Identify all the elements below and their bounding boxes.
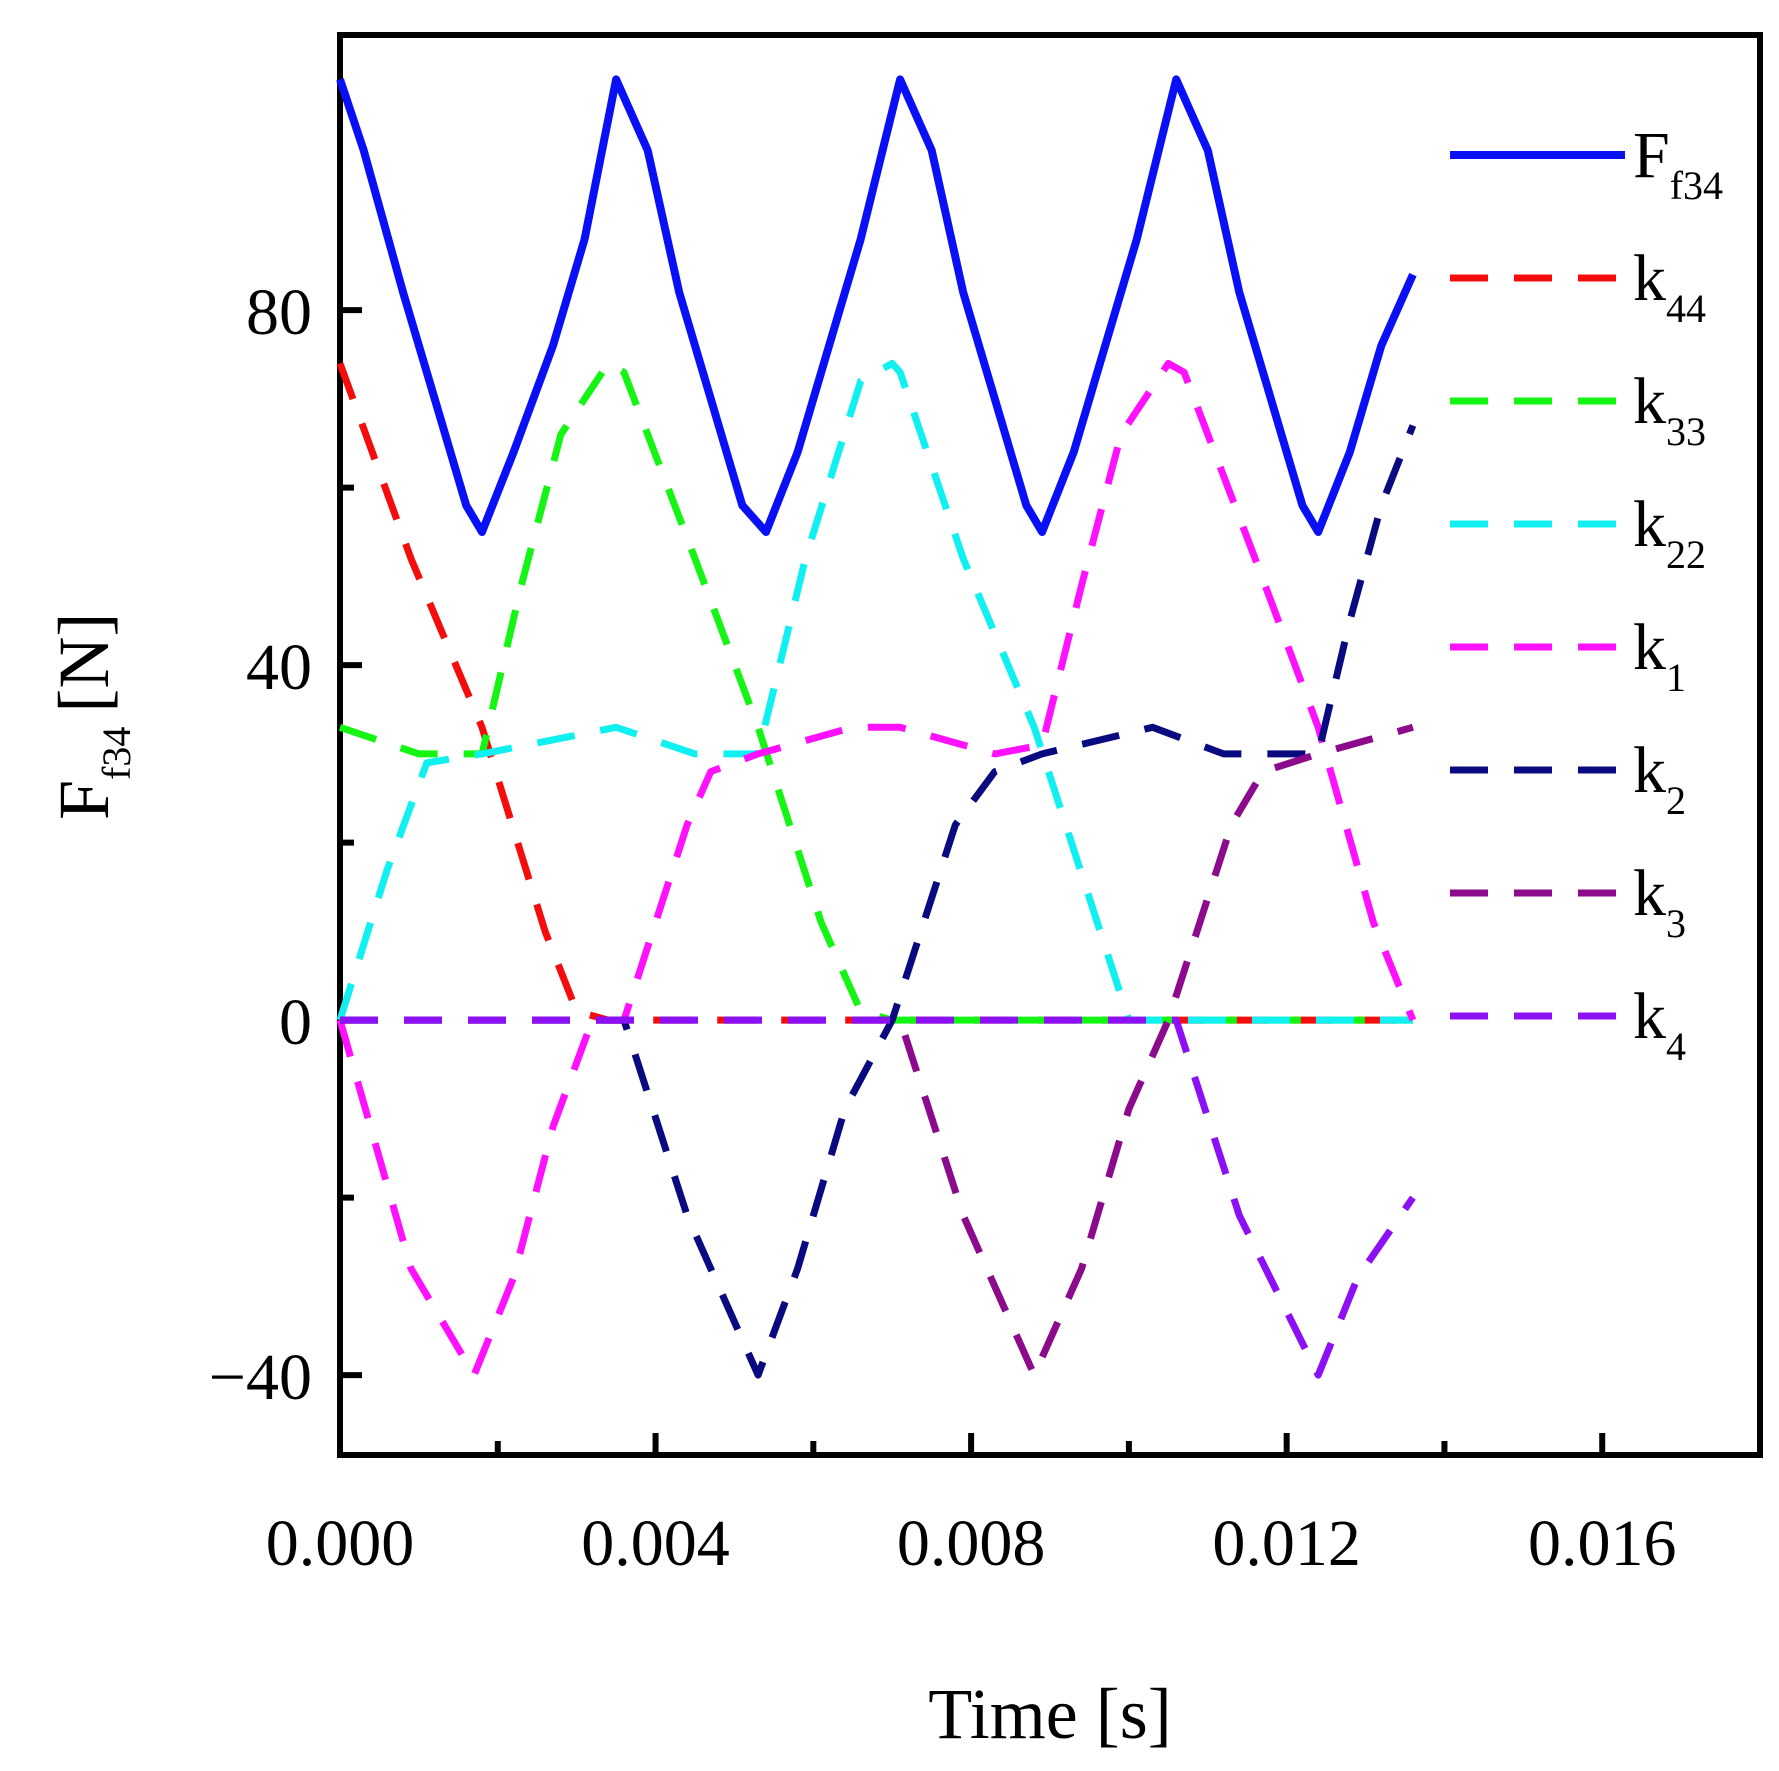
tick-labels: 0.000 0.004 0.008 0.012 0.016 −40 0 40 80 [209,276,1677,1580]
legend-label-base: k [1633,488,1666,561]
legend-label-base: F [1633,119,1670,192]
y-tick-label: 0 [279,986,312,1059]
plot-area [337,32,1763,1458]
legend-label-base: k [1633,611,1666,684]
y-tick-label: 40 [246,631,312,704]
x-axis-title: Time [s] [928,1674,1171,1754]
legend-label: k22 [1633,488,1706,577]
legend-label-subscript: 3 [1666,901,1686,946]
x-tick-label: 0.008 [897,1507,1046,1580]
legend-label-subscript: 33 [1666,409,1706,454]
series-layer [336,75,1417,1379]
legend-label-base: k [1633,857,1666,930]
legend-label-base: k [1633,365,1666,438]
x-tick-label: 0.000 [266,1507,415,1580]
y-tick-label: 80 [246,276,312,349]
legend-label-subscript: 1 [1666,655,1686,700]
legend-label: k3 [1633,857,1686,946]
x-tick-label: 0.016 [1528,1507,1677,1580]
legend-label-subscript: 22 [1666,532,1706,577]
y-axis-title: Ff34 [N] [44,613,139,820]
legend-label: k33 [1633,365,1706,454]
series-line-k3 [340,723,1414,1379]
minor-ticks [340,484,1448,1455]
y-axis-title-base: F [44,780,124,820]
legend-label-base: k [1633,242,1666,315]
x-tick-label: 0.004 [581,1507,730,1580]
legend-label: k2 [1633,734,1686,823]
series-line-k22 [336,359,1413,1024]
legend-label: k44 [1633,242,1706,331]
legend-label-subscript: 44 [1666,286,1706,331]
series-line-k2 [340,424,1417,1379]
y-axis-title-subscript: f34 [94,727,139,780]
y-tick-label: −40 [209,1341,312,1414]
legend-label: k4 [1633,980,1686,1069]
legend-label-base: k [1633,980,1666,1053]
legend-label: k1 [1633,611,1686,700]
legend-label-subscript: 2 [1666,778,1686,823]
y-axis-title-unit: [N] [44,613,124,713]
series-line-k1 [336,359,1417,1379]
series-line-ff34 [336,75,1417,536]
legend-label: Ff34 [1633,119,1723,208]
legend-label-subscript: f34 [1670,163,1723,208]
x-tick-label: 0.012 [1212,1507,1361,1580]
legend-label-subscript: 4 [1666,1024,1686,1069]
legend-label-base: k [1633,734,1666,807]
